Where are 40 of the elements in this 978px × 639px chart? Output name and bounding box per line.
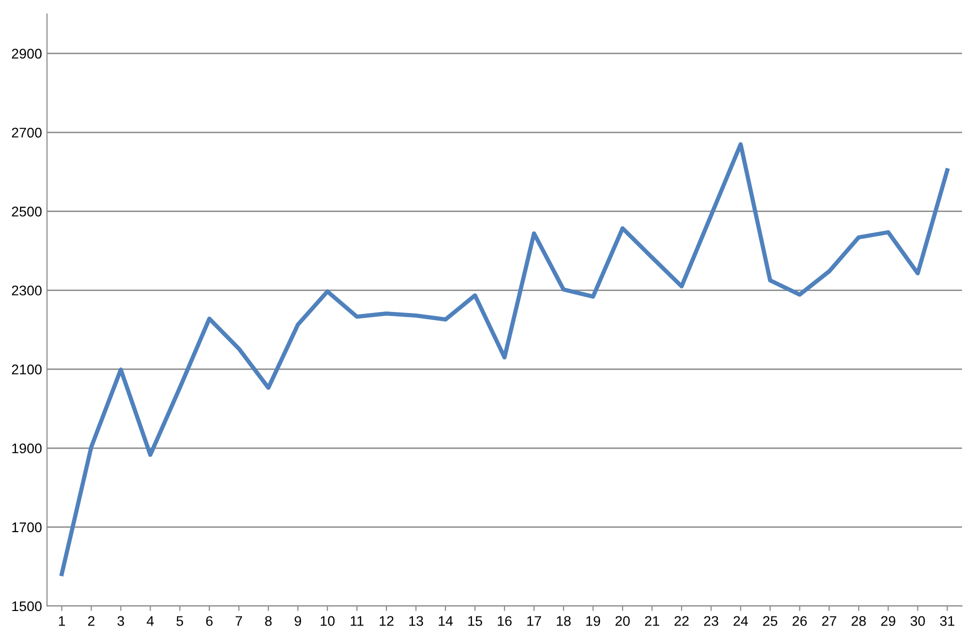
x-tick-label: 14	[438, 616, 453, 626]
x-tick-label: 15	[468, 616, 482, 626]
x-tick-label: 16	[498, 616, 512, 626]
x-tick-label: 24	[734, 616, 748, 626]
x-tick-label: 25	[763, 616, 778, 626]
x-tick-label: 22	[674, 616, 689, 626]
x-tick-label: 28	[852, 616, 866, 626]
x-tick-label: 11	[350, 616, 364, 626]
x-tick-label: 21	[645, 616, 660, 626]
line-series	[60, 142, 950, 576]
y-tick-label: 1500	[12, 601, 42, 612]
y-tick-label: 2300	[12, 286, 42, 296]
x-tick-label: 27	[822, 616, 836, 626]
y-tick-label: 2700	[12, 128, 42, 138]
x-tick-label: 17	[527, 616, 542, 626]
y-tick-label: 2500	[12, 206, 42, 217]
x-tick-label: 9	[294, 616, 302, 626]
x-tick-label: 19	[586, 616, 600, 626]
x-tick-label: 6	[206, 616, 213, 626]
x-tick-label: 3	[117, 616, 124, 626]
x-tick-label: 31	[940, 616, 954, 626]
x-tick-label: 1	[58, 616, 65, 626]
x-tick-label: 26	[792, 616, 807, 626]
x-tick-label: 23	[704, 616, 718, 626]
x-tick-label: 8	[265, 616, 272, 626]
x-tick-label: 13	[409, 616, 424, 626]
x-tick-label: 7	[236, 616, 242, 626]
x-tick-label: 18	[556, 616, 571, 626]
x-tick-label: 29	[881, 616, 896, 626]
x-tick-label: 2	[88, 616, 94, 626]
x-tick-label: 12	[380, 616, 394, 626]
x-tick-label: 10	[320, 616, 335, 626]
y-tick-label: 1900	[12, 443, 42, 454]
x-tick-label: 30	[910, 616, 925, 626]
y-tick-label: 2900	[12, 48, 42, 59]
x-tick-label: 4	[146, 616, 154, 626]
y-tick-label: 1700	[12, 522, 42, 532]
x-tick-label: 5	[176, 616, 184, 626]
y-tick-label: 2100	[12, 364, 42, 374]
x-tick-label: 20	[616, 616, 630, 626]
